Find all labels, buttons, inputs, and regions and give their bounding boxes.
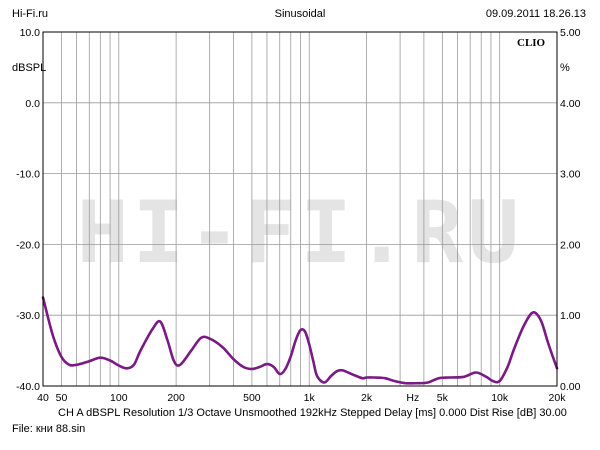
- measurement-mode: Sinusoidal: [274, 8, 326, 20]
- x-tick-label: 5k: [437, 392, 449, 404]
- y2-tick-label: 4.00: [560, 98, 581, 110]
- x-tick-label: 50: [56, 392, 68, 404]
- x-tick-label: 1k: [304, 392, 316, 404]
- y-tick-label: 0.0: [25, 98, 40, 110]
- y2-axis-ticks: 5.00 4.00 3.00 2.00 1.00 0.00: [560, 27, 581, 393]
- y-tick-label: -10.0: [16, 169, 40, 181]
- watermark-logo: HI-FI.RU: [77, 183, 523, 283]
- y-tick-label: -20.0: [16, 239, 40, 251]
- x-axis-ticks: 40 50 100 200 500 1k 2k Hz 5k 10k 20k: [37, 392, 566, 404]
- chart-grid: [42, 32, 558, 386]
- y-axis-label: dBSPL: [12, 62, 46, 74]
- x-tick-label: 2k: [361, 392, 373, 404]
- file-name: File: кни 88.sin: [12, 423, 86, 435]
- clio-brand: CLIO: [517, 37, 546, 49]
- y2-tick-label: 5.00: [560, 27, 581, 39]
- y-tick-label: -30.0: [16, 310, 40, 322]
- x-tick-label: 200: [167, 392, 185, 404]
- x-tick-label: 10k: [491, 392, 509, 404]
- timestamp: 09.09.2011 18.26.13: [485, 8, 586, 20]
- y2-tick-label: 0.00: [560, 381, 581, 393]
- y2-tick-label: 3.00: [560, 169, 581, 181]
- y2-tick-label: 2.00: [560, 239, 581, 251]
- y2-axis-label: %: [560, 62, 570, 74]
- x-tick-label: 500: [243, 392, 261, 404]
- y-tick-label: -40.0: [16, 381, 40, 393]
- watermark-text: HI-FI.RU: [77, 183, 523, 283]
- y-axis-ticks: 10.0 0.0 -10.0 -20.0 -30.0 -40.0: [16, 27, 40, 393]
- x-tick-label: 100: [110, 392, 128, 404]
- y2-tick-label: 1.00: [560, 310, 581, 322]
- x-tick-label: 20k: [549, 392, 567, 404]
- site-label: Hi-Fi.ru: [12, 8, 49, 20]
- x-tick-label: Hz: [406, 392, 419, 404]
- measurement-settings: CH A dBSPL Resolution 1/3 Octave Unsmoot…: [58, 407, 567, 419]
- y-tick-label: 10.0: [20, 27, 41, 39]
- x-tick-label: 40: [37, 392, 49, 404]
- response-curve: [41, 296, 559, 385]
- plot-frame: [42, 31, 558, 387]
